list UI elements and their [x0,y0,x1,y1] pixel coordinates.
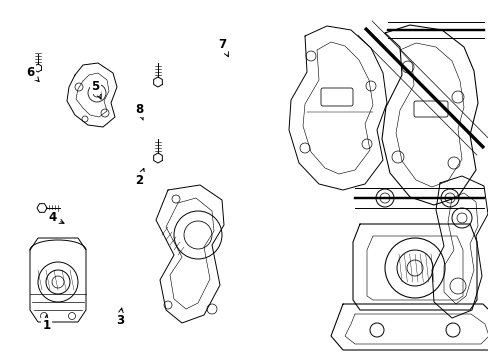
Text: 7: 7 [218,39,228,57]
Text: 5: 5 [91,80,101,99]
Text: 8: 8 [135,103,143,120]
Text: 2: 2 [135,168,144,186]
Text: 4: 4 [49,211,64,224]
Text: 6: 6 [27,66,39,82]
Text: 3: 3 [116,308,123,327]
Text: 1: 1 [42,315,50,332]
